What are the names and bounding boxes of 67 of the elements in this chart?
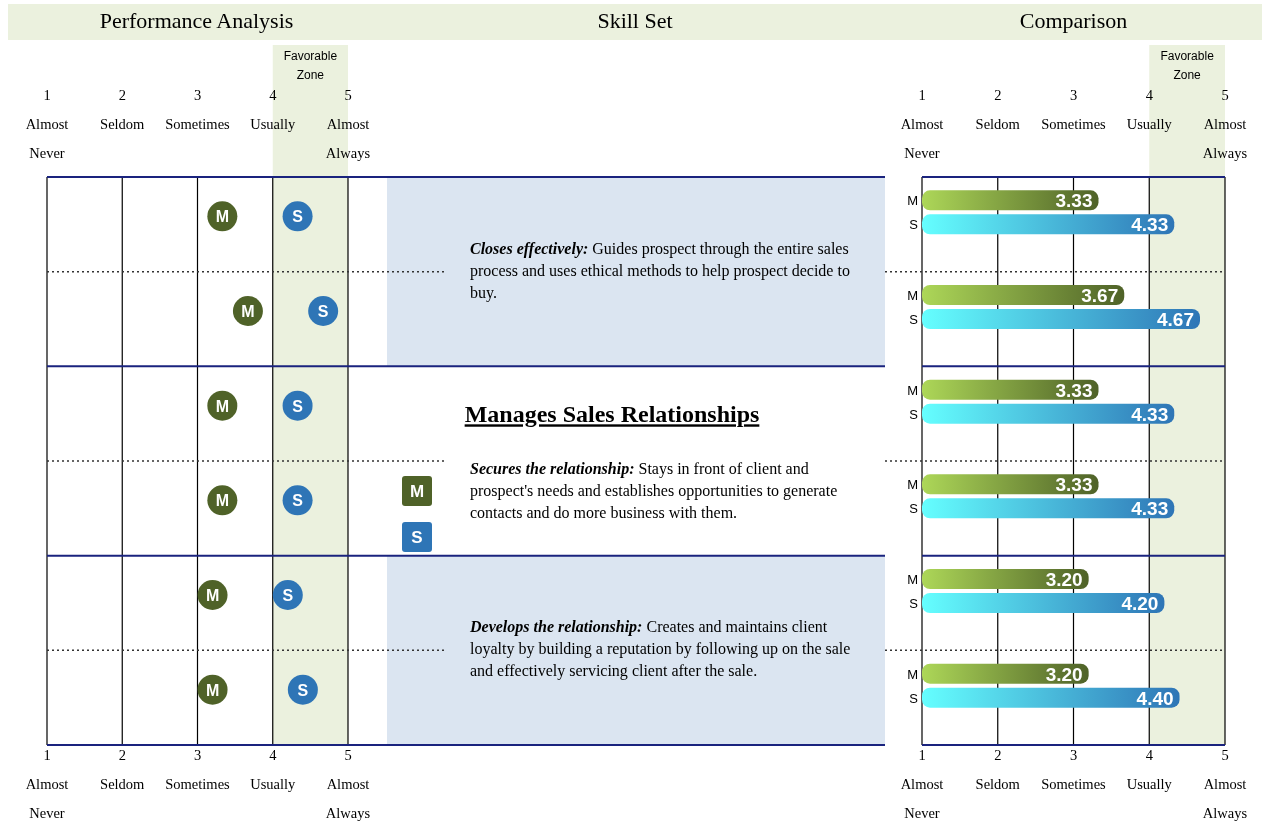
text: M xyxy=(205,681,220,699)
text: S xyxy=(909,596,918,611)
data-label: 3.33 xyxy=(1055,379,1093,401)
data-label: 3.33 xyxy=(1055,190,1093,212)
text: M xyxy=(241,303,255,320)
text: S xyxy=(317,303,329,320)
x2-tick-label: 5 Almost Always xyxy=(325,747,371,821)
x2-tick-label: 2 Seldom xyxy=(975,747,1021,792)
text: S xyxy=(909,690,918,706)
chart-title: Performance Analysis xyxy=(99,8,294,33)
x-tick-label: 4 Usually xyxy=(1126,87,1173,132)
x2-tick-label: 1 Almost Never xyxy=(900,747,944,821)
text: M xyxy=(907,382,918,398)
text: M xyxy=(907,288,918,303)
series-label: M xyxy=(215,397,229,415)
text: Skill Set xyxy=(597,8,673,33)
chart-title: Comparison xyxy=(1019,8,1128,33)
band-label: Favorable Zone xyxy=(1160,49,1215,82)
x2-tick-label: 1 Almost Never xyxy=(25,747,69,821)
data-label: 4.33 xyxy=(1131,214,1169,236)
x-tick-label: 5 Almost Always xyxy=(1202,87,1248,161)
data-label: 3.33 xyxy=(1055,474,1093,496)
series-label: M xyxy=(907,193,918,209)
data-label: 3.67 xyxy=(1081,285,1119,306)
x-tick-label: 1 Almost Never xyxy=(25,87,69,161)
text: Secures the relationship: Stays in front of client and prospect's needs and establishes opportunities to generate contacts and do more business with them. xyxy=(470,460,838,522)
x2-tick-label: 2 Seldom xyxy=(100,747,146,792)
text: S xyxy=(292,492,303,510)
text: M xyxy=(907,572,918,587)
x2-tick-label: 4 Usually xyxy=(1126,747,1173,792)
data-label: 3.20 xyxy=(1045,569,1083,590)
text: M xyxy=(907,666,918,682)
data-label: 4.33 xyxy=(1131,403,1169,425)
text: Manages Sales Relationships xyxy=(464,401,760,428)
x2-tick-label: 3 Sometimes xyxy=(1041,747,1107,792)
x-tick-label: 3 Sometimes xyxy=(165,87,231,132)
x-tick-label: 3 Sometimes xyxy=(1041,87,1107,132)
x2-tick-label: 4 Usually xyxy=(250,747,297,792)
series-label: S xyxy=(292,397,304,415)
text: Develops the relationship: Creates and maintains client loyalty by building a reputation by following up on the sale and effectively servicing client after the sale. xyxy=(470,618,851,680)
x2-tick-label: 5 Almost Always xyxy=(1202,747,1248,821)
text: S xyxy=(909,406,918,422)
band-label: Favorable Zone xyxy=(283,49,338,82)
text: S xyxy=(909,501,918,517)
text: S xyxy=(909,312,918,327)
text: M xyxy=(409,482,425,501)
text: S xyxy=(282,587,294,604)
x-tick-label: 5 Almost Always xyxy=(325,87,371,161)
text: Closes effectively: Guides prospect through the entire sales process and uses ethical methods to help prospect decide to buy. xyxy=(470,239,850,301)
data-label: 4.20 xyxy=(1121,593,1159,614)
data-label: 4.40 xyxy=(1136,687,1174,709)
x2-tick-label: 3 Sometimes xyxy=(165,747,231,792)
text: M xyxy=(215,208,229,226)
x-tick-label: 2 Seldom xyxy=(975,87,1021,132)
x-tick-label: 1 Almost Never xyxy=(900,87,944,161)
series-label: S xyxy=(909,217,919,233)
text: M xyxy=(907,477,918,493)
data-label: 4.33 xyxy=(1131,498,1169,520)
text: S xyxy=(292,208,303,226)
text: S xyxy=(411,528,423,547)
text: M xyxy=(205,587,220,604)
x-tick-label: 4 Usually xyxy=(250,87,297,132)
x-tick-label: 2 Seldom xyxy=(100,87,146,132)
text: M xyxy=(215,492,229,510)
text: S xyxy=(297,681,309,699)
data-label: 4.67 xyxy=(1157,309,1194,330)
data-label: 3.20 xyxy=(1045,663,1083,685)
